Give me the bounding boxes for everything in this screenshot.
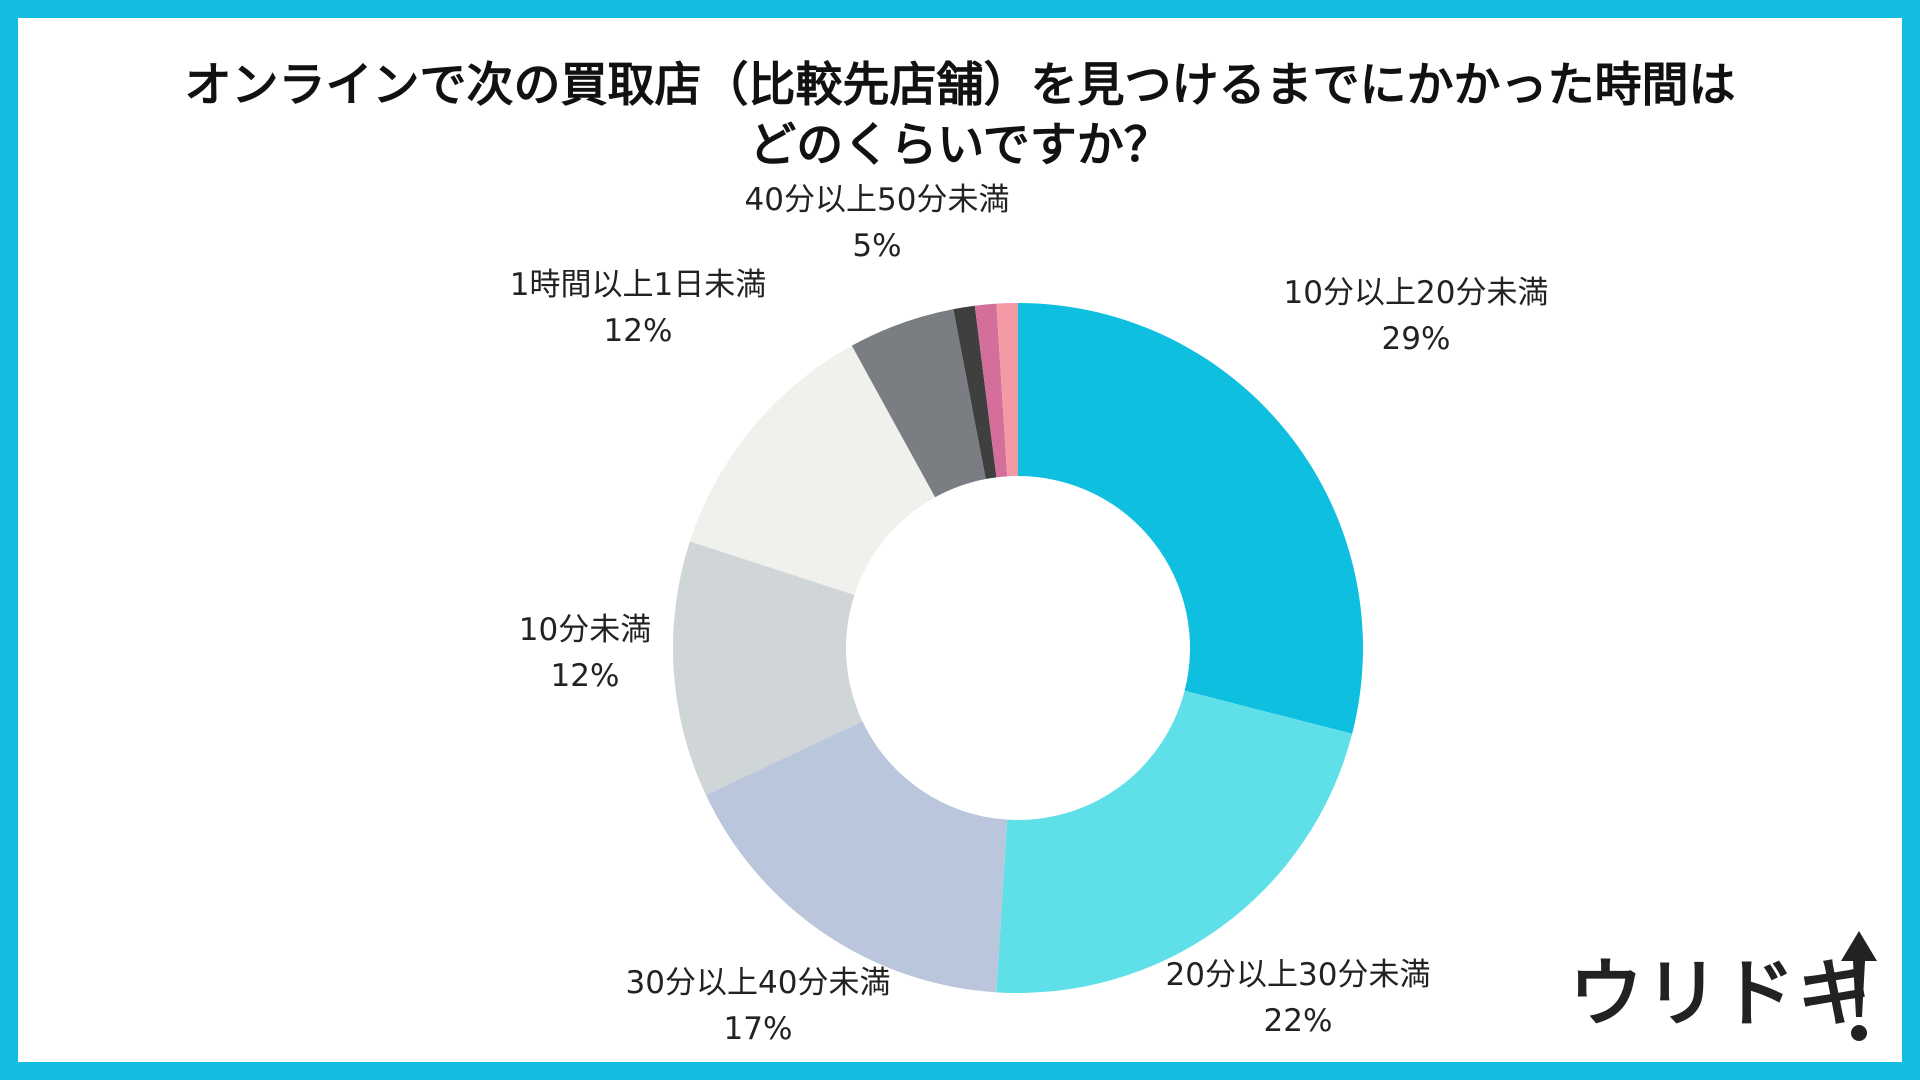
arrow-up-icon: [1841, 931, 1877, 1041]
donut-slice: [851, 309, 986, 498]
donut-chart: 10分以上20分未満 29% 20分以上30分未満 22% 30分以上40分未満 17% 1…: [510, 182, 1549, 1047]
donut-slice: [996, 690, 1353, 994]
donut-slice: [953, 305, 997, 480]
slice-category-label: 10分以上20分未満: [1284, 275, 1549, 311]
slice-category-label: 40分以上50分未満: [745, 182, 1010, 218]
uridoki-logo: ウリドキ: [1569, 919, 1899, 1059]
slice-value-label: 12%: [604, 313, 673, 349]
slice-value-label: 12%: [551, 658, 620, 694]
donut-slice: [996, 303, 1018, 477]
slice-value-label: 5%: [852, 228, 901, 264]
slice-category-label: 1時間以上1日未満: [510, 267, 766, 303]
slice-value-label: 17%: [724, 1011, 793, 1047]
chart-frame: オンラインで次の買取店（比較先店舗）を見つけるまでにかかった時間は どのくらいで…: [18, 18, 1902, 1062]
donut-slice: [672, 541, 863, 795]
slice-category-label: 20分以上30分未満: [1166, 957, 1431, 993]
donut-slice: [974, 303, 1008, 478]
slice-value-label: 29%: [1382, 321, 1451, 357]
donut-slice: [705, 721, 1008, 993]
slice-category-label: 10分未満: [519, 612, 651, 648]
donut-slice: [689, 345, 936, 595]
title-line-2: どのくらいですか？: [749, 118, 1171, 173]
slice-value-label: 22%: [1264, 1003, 1333, 1039]
slice-category-label: 30分以上40分未満: [626, 965, 891, 1001]
logo-text: ウリドキ: [1569, 951, 1873, 1037]
chart-title: オンラインで次の買取店（比較先店舗）を見つけるまでにかかった時間は どのくらいで…: [18, 56, 1902, 176]
title-line-1: オンラインで次の買取店（比較先店舗）を見つけるまでにかかった時間は: [184, 58, 1736, 113]
donut-slice: [1018, 303, 1363, 734]
